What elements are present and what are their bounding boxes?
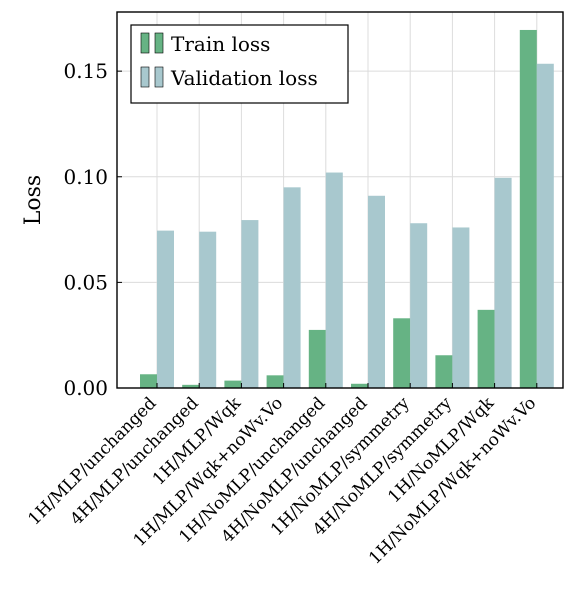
bars-layer [140,29,554,389]
y-tick-label: 0.15 [63,59,108,83]
legend-box [130,24,349,104]
validation-loss-bar [157,230,174,388]
validation-loss-bar [494,177,512,388]
legend: Train loss Validation loss [130,24,349,104]
validation-loss-bar [241,220,259,388]
y-tick-label: 0.00 [63,376,108,400]
train-loss-bar [224,380,242,388]
train-loss-bar [477,309,495,388]
y-tick-label: 0.05 [63,270,108,294]
y-axis-label: Loss [21,175,46,225]
validation-loss-bar [283,187,301,388]
validation-loss-bar [536,63,554,388]
y-tick-label: 0.10 [63,165,108,189]
validation-loss-bar [368,195,385,388]
validation-loss-bar [410,223,428,388]
train-loss-bar [308,329,326,388]
validation-loss-bar [452,227,470,388]
legend-swatch [154,66,164,88]
x-axis-ticks: 1H/MLP/unchanged4H/MLP/unchanged1H/MLP/W… [24,383,540,569]
train-loss-bar [182,384,200,388]
train-loss-bar [351,383,368,388]
train-loss-bar [266,375,284,388]
legend-swatch [140,32,150,54]
legend-swatch [154,32,164,54]
train-loss-bar [435,355,453,388]
y-axis-ticks: 0.00 0.05 0.10 0.15 [63,59,122,400]
train-loss-bar [140,374,157,388]
legend-swatch [140,66,150,88]
legend-label: Train loss [171,32,270,56]
validation-loss-bar [325,172,343,388]
legend-label: Validation loss [170,66,318,90]
plot-frame [116,11,564,389]
train-loss-bar [519,29,537,389]
validation-loss-bar [199,231,217,388]
train-loss-bar [393,318,411,388]
